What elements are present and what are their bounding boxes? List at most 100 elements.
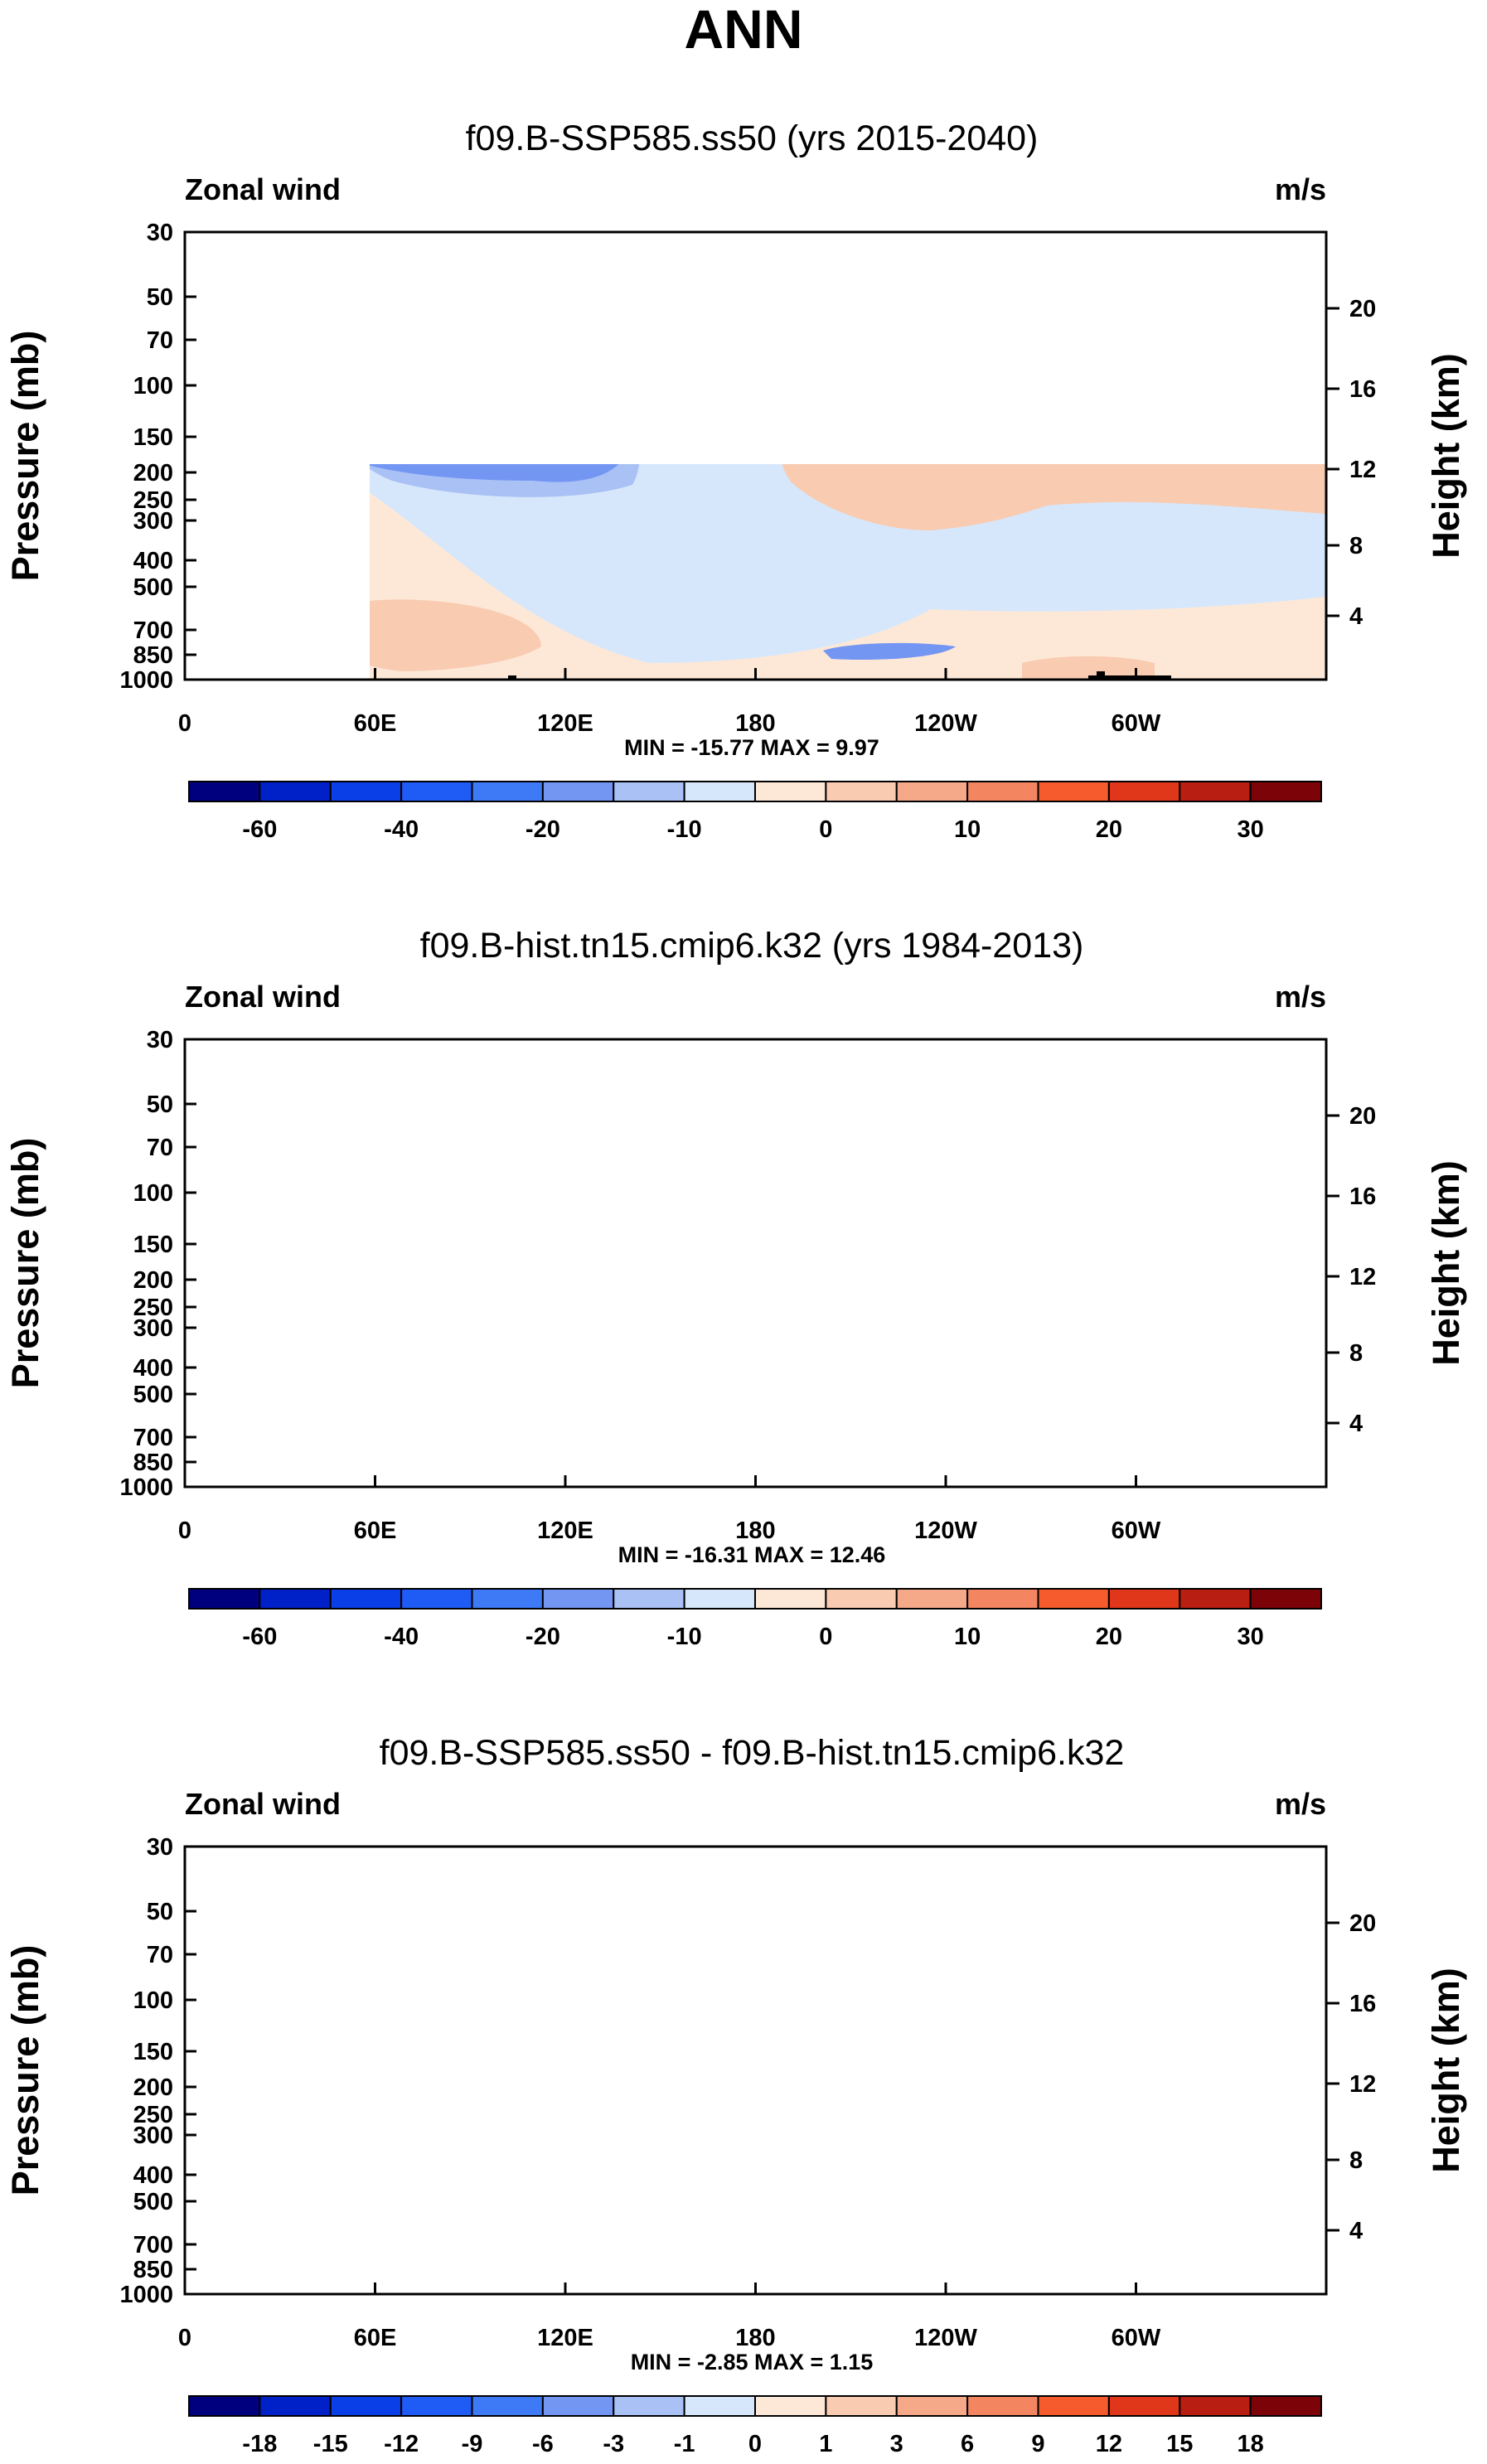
y-tick-label: 300 [133,2123,173,2149]
contour-region [508,427,562,438]
contour-region [185,232,1326,298]
height-tick-label: 4 [1349,1411,1363,1437]
colorbar-swatch [541,781,615,802]
topography-mask [1088,671,1171,680]
y-tick-label: 50 [147,284,173,311]
contour-region [409,1234,574,1247]
colorbar-swatch [683,2395,756,2417]
colorbar-swatch [471,2395,544,2417]
colorbar-swatch [400,781,473,802]
x-tick-label: 180 [735,1518,775,1544]
plot-frame [183,1845,1328,2296]
y-tick-label: 70 [147,1135,173,1161]
topography-mask [218,2278,317,2294]
colorbar-label: -15 [313,2431,348,2457]
colorbar-label: -60 [242,816,277,843]
y-tick-label: 400 [133,2162,173,2189]
height-tick-label: 16 [1349,1991,1376,2017]
colorbar-swatch [1179,781,1252,802]
y-tick-label: 200 [133,2074,173,2101]
colorbar-swatch [400,2395,473,2417]
colorbar-swatch [613,2395,685,2417]
y-tick-label: 150 [133,2039,173,2065]
height-tick-label: 12 [1349,1264,1376,1290]
height-tick-label: 20 [1349,296,1376,322]
height-tick-label: 16 [1349,1184,1376,1210]
colorbar-swatch [754,781,827,802]
x-tick-label: 60E [354,710,397,737]
y-tick-label: 500 [133,574,173,601]
contour-region [334,1196,632,1289]
topography-mask [218,663,317,680]
colorbar-label: 0 [819,816,832,843]
y-tick-label: 70 [147,1942,173,1968]
height-tick-label: 12 [1349,457,1376,483]
min-max-stats: MIN = -16.31 MAX = 12.46 [618,1542,886,1567]
colorbar-label: -3 [603,2431,624,2457]
colorbar-label: 20 [1096,816,1122,843]
colorbar-swatch [541,2395,615,2417]
x-tick-label: 180 [735,710,775,737]
colorbar-swatch [1179,2395,1252,2417]
height-tick-label: 12 [1349,2071,1376,2098]
units-label: m/s [1275,980,1326,1014]
colorbar-swatch [613,781,685,802]
colorbar-label: -6 [532,2431,554,2457]
colorbar-swatch [825,2395,898,2417]
y-tick-label: 1000 [119,1474,173,1501]
colorbar-label: 30 [1237,816,1263,843]
colorbar-label: 18 [1237,2431,1263,2457]
colorbar-swatch [1107,1588,1181,1610]
colorbar-label: -20 [526,1624,560,1650]
colorbar-label: 1 [819,2431,832,2457]
plot-frame [183,1038,1328,1489]
units-label: m/s [1275,172,1326,206]
y-tick-label: 150 [133,424,173,451]
contour-region [185,1847,1326,2294]
topography-mask [218,1470,317,1487]
y-right-axis-label: Height (km) [1425,1160,1467,1366]
variable-label: Zonal wind [185,980,341,1014]
colorbar-swatch [966,1588,1039,1610]
y-tick-label: 200 [133,460,173,487]
x-tick-label: 60E [354,1518,397,1544]
y-tick-label: 300 [133,1315,173,1342]
y-axis-label: Pressure (mb) [4,1945,46,2196]
contour-region [1163,2173,1176,2180]
colorbar-swatch [1249,781,1322,802]
colorbar-swatch [754,2395,827,2417]
height-tick-label: 8 [1349,2147,1363,2174]
contour-region [334,1152,653,1304]
contour-region [898,1961,1326,2151]
y-tick-label: 70 [147,327,173,354]
chart-panel-1: f09.B-SSP585.ss50 (yrs 2015-2040) Zonal w… [4,119,1467,843]
colorbar-swatch [329,1588,403,1610]
x-tick-label: 120E [537,2325,593,2351]
contour-region [316,1406,550,1479]
contour-region [1014,1464,1155,1488]
colorbar-label: -10 [667,816,702,843]
x-tick-label: 0 [178,710,191,737]
colorbar-swatch [1249,1588,1322,1610]
y-tick-label: 250 [133,2102,173,2128]
x-tick-label: 120W [914,1518,977,1544]
colorbar-swatch [895,781,969,802]
contour-region [370,464,1326,663]
colorbar-label: -60 [242,1624,277,1650]
colorbar-swatch [329,781,403,802]
colorbar-swatch [966,781,1039,802]
contour-region [185,1147,197,1271]
colorbar-swatch [683,781,756,802]
x-tick-label: 60W [1112,1518,1161,1544]
y-tick-label: 850 [133,2257,173,2283]
contour-region [185,1140,1326,1470]
contour-region [317,2083,359,2103]
y-tick-label: 100 [133,373,173,399]
colorbar-swatch [188,2395,261,2417]
colorbar-label: -18 [242,2431,277,2457]
variable-label: Zonal wind [185,172,341,206]
colorbar-swatch [541,1588,615,1610]
page-title: ANN [685,0,803,60]
y-tick-label: 250 [133,487,173,514]
colorbar-label: 6 [961,2431,974,2457]
